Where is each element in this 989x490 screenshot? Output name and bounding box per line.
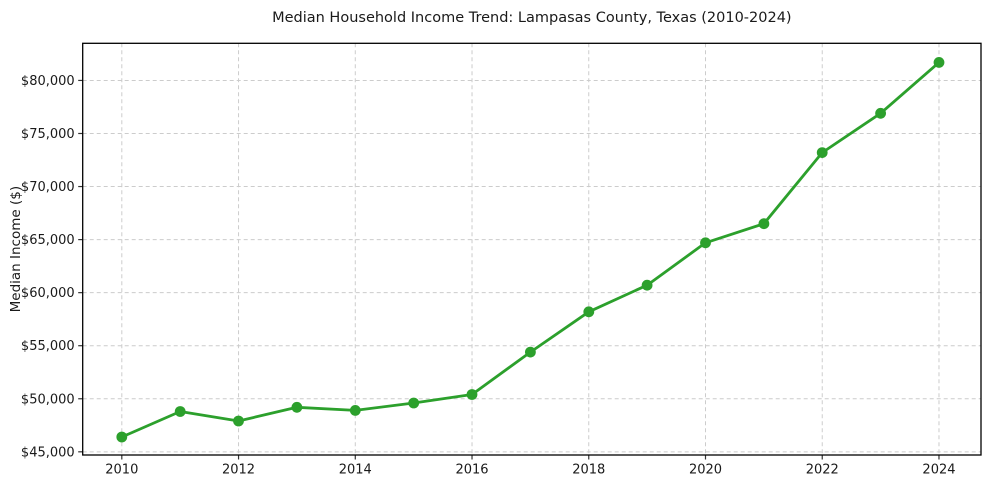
- data-point: [758, 218, 770, 230]
- data-point: [291, 401, 303, 413]
- axis-ticks: $45,000 $50,000 $55,000 $60,000 $65,000 $70,0…: [21, 74, 956, 478]
- plot-border: [82, 42, 982, 456]
- data-point: [700, 237, 711, 249]
- data-point: [466, 389, 478, 400]
- data-point: [583, 306, 595, 318]
- data-point: [525, 346, 536, 358]
- x-tick-label: 2012: [222, 463, 255, 478]
- data-point: [933, 57, 945, 68]
- data-point: [641, 279, 653, 291]
- data-point: [116, 431, 128, 443]
- gridlines: [82, 43, 981, 455]
- data-series: [116, 57, 945, 443]
- data-point: [816, 147, 828, 159]
- x-tick-label: 2022: [806, 463, 839, 478]
- y-axis-label: Median Income ($): [8, 186, 24, 312]
- x-tick-label: 2016: [455, 463, 488, 478]
- y-tick-label: $70,000: [21, 180, 75, 195]
- x-tick-label: 2018: [572, 463, 605, 478]
- y-tick-label: $45,000: [21, 445, 75, 460]
- income-trend-line: [120, 61, 941, 439]
- x-tick-label: 2020: [689, 463, 722, 478]
- y-tick-label: $60,000: [21, 286, 75, 301]
- data-point: [408, 397, 420, 409]
- data-point: [349, 405, 361, 416]
- y-tick-label: $50,000: [21, 392, 75, 407]
- chart-title: Median Household Income Trend: Lampasas …: [272, 10, 792, 26]
- y-tick-label: $75,000: [21, 127, 75, 142]
- x-tick-label: 2014: [339, 463, 372, 478]
- x-tick-label: 2010: [105, 463, 138, 478]
- x-tick-label: 2024: [922, 463, 955, 478]
- y-tick-label: $55,000: [21, 339, 75, 354]
- data-point: [174, 406, 186, 417]
- y-tick-label: $80,000: [21, 74, 75, 89]
- data-point: [875, 107, 886, 119]
- data-point: [233, 415, 244, 427]
- y-tick-label: $65,000: [21, 233, 75, 248]
